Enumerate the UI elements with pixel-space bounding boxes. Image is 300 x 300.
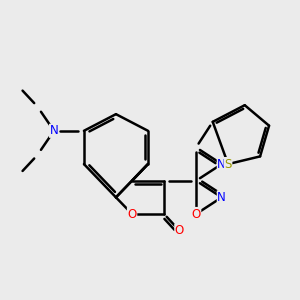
Text: N: N xyxy=(50,124,58,137)
Text: N: N xyxy=(217,191,226,204)
Text: O: O xyxy=(191,208,201,220)
Text: O: O xyxy=(175,224,184,237)
Text: O: O xyxy=(128,208,137,220)
Text: N: N xyxy=(217,158,226,171)
Text: S: S xyxy=(224,158,232,171)
